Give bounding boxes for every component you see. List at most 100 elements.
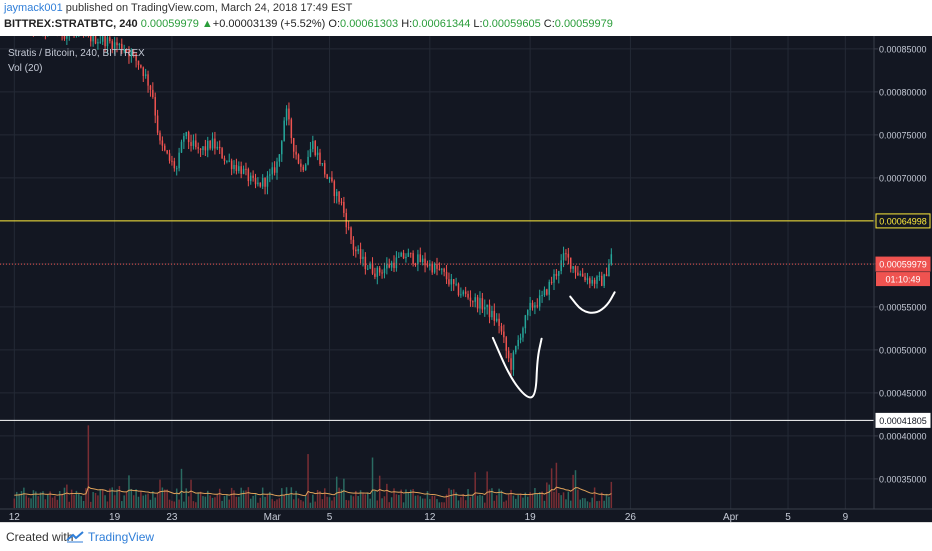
volume-bar — [82, 500, 85, 508]
volume-bar — [400, 489, 402, 508]
candle-body — [254, 177, 257, 185]
volume-bar — [166, 489, 168, 508]
candle-body — [519, 337, 522, 340]
volume-bar — [484, 502, 486, 508]
candle-body — [393, 262, 395, 269]
volume-bar — [295, 490, 297, 508]
volume-bar — [269, 491, 271, 508]
price-tick-label: 0.00085000 — [879, 44, 927, 54]
volume-bar — [335, 476, 338, 508]
volume-bar — [211, 497, 214, 508]
volume-bar — [574, 470, 577, 508]
volume-bar — [498, 488, 500, 508]
author-link[interactable]: jaymack001 — [4, 2, 63, 14]
candle-body — [381, 272, 383, 274]
candle-body — [512, 352, 515, 370]
time-tick-label: 12 — [424, 512, 436, 522]
volume-bar — [412, 489, 414, 508]
volume-bar — [118, 486, 121, 508]
volume-bar — [273, 501, 276, 508]
candle-body — [486, 304, 488, 308]
volume-bar — [503, 501, 505, 508]
candle-body — [407, 252, 410, 257]
last-price: 0.00059979 — [140, 18, 199, 30]
time-tick-label: 5 — [785, 512, 791, 522]
candle-body — [309, 149, 312, 157]
price-tick-label: 0.00075000 — [879, 130, 927, 140]
candle-body — [113, 42, 116, 50]
candle-body — [529, 302, 531, 311]
candle-body — [469, 297, 472, 302]
candle-body — [534, 305, 536, 308]
horizontal-lines[interactable] — [0, 220, 874, 421]
legend-main: Stratis / Bitcoin, 240, BITTREX — [8, 48, 145, 59]
candle-body — [302, 166, 305, 171]
volume-bar — [257, 502, 259, 508]
candle-body — [288, 108, 290, 120]
volume-bar — [135, 489, 137, 508]
price-tick-label: 0.00055000 — [879, 302, 927, 312]
candle-body — [144, 74, 147, 77]
high-label: H: — [401, 18, 413, 30]
volume-bar — [202, 496, 204, 508]
price-tag-box — [875, 213, 931, 229]
volume-bar — [240, 487, 242, 508]
candle-body — [436, 264, 438, 269]
time-tick-label: 12 — [9, 512, 21, 522]
candle-body — [118, 43, 121, 46]
candle-body — [226, 160, 228, 162]
candle-body — [493, 310, 496, 321]
candle-body — [149, 85, 152, 90]
price-tag-box — [875, 256, 931, 272]
tradingview-logo-icon[interactable] — [66, 531, 84, 543]
candle-body — [202, 146, 204, 150]
volume-bar — [178, 499, 180, 508]
volume-bar — [522, 497, 524, 508]
candle-body — [218, 146, 221, 149]
volume-bar — [608, 496, 610, 508]
volume-bar — [538, 491, 541, 508]
volume-bar — [70, 489, 73, 508]
volume-bar — [362, 493, 364, 508]
volume-bar — [54, 496, 56, 508]
footer-brand[interactable]: TradingView — [88, 530, 155, 544]
volume-bar — [137, 496, 140, 508]
volume-bar — [292, 499, 295, 508]
volume-bar — [555, 462, 558, 508]
volume-bar — [116, 489, 118, 508]
volume-bar — [366, 492, 369, 508]
volume-bar — [398, 494, 400, 508]
candle-body — [431, 263, 433, 273]
candle-body — [546, 289, 548, 295]
candle-body — [281, 141, 283, 155]
candle-body — [596, 276, 598, 284]
price-tag-label: 0.00041805 — [879, 416, 927, 426]
price-chart[interactable]: 0.00085000 0.00080000 0.00075000 0.00070000… — [0, 36, 932, 522]
volume-bar — [603, 500, 605, 508]
volume-bar — [347, 500, 350, 508]
candle-body — [233, 165, 235, 170]
volume-bar — [610, 481, 613, 508]
volume-bar — [101, 489, 104, 508]
volume-bar — [567, 491, 570, 508]
price-tick-label: 0.00080000 — [879, 87, 927, 97]
time-tick-label: 19 — [109, 512, 121, 522]
volume-bar — [312, 494, 314, 508]
candle-body — [307, 156, 309, 165]
volume-bar — [369, 498, 371, 508]
volume-bar — [140, 490, 142, 508]
candle-body — [132, 52, 135, 54]
candle-body — [374, 273, 376, 277]
candle-body — [240, 166, 242, 174]
candle-body — [257, 182, 259, 185]
candle-body — [455, 283, 457, 285]
volume-bar — [417, 495, 419, 508]
candle-body — [371, 263, 374, 274]
volume-bar — [510, 489, 512, 508]
countdown-label: 01:10:49 — [885, 275, 920, 285]
volume-bar — [543, 500, 546, 508]
price-tag-label: 0.00059979 — [879, 260, 927, 270]
candle-body — [386, 264, 388, 269]
volume-bar — [58, 490, 61, 508]
candle-body — [378, 267, 381, 273]
